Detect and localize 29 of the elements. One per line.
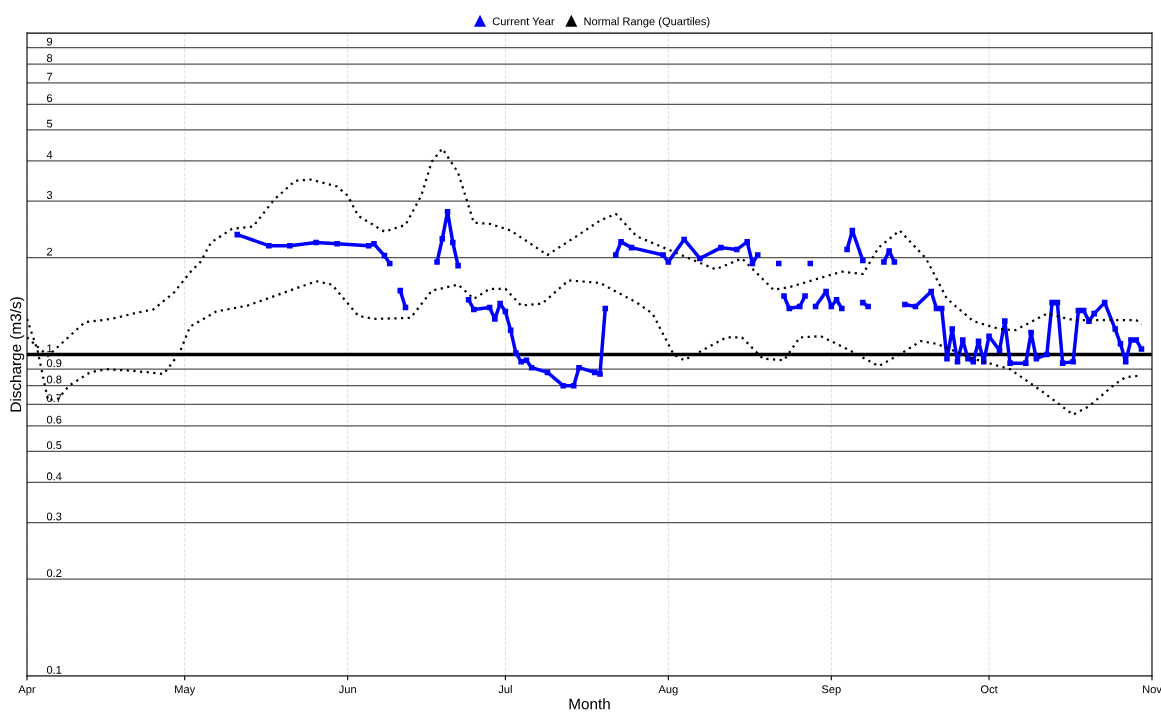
x-tick-label: Sep [821, 685, 841, 696]
y-tick-label: 5 [46, 119, 53, 128]
y-tick-label: 0.6 [46, 415, 62, 424]
x-tick-label: Oct [980, 685, 998, 694]
y-axis-title: Discharge (m3/s) [9, 297, 25, 412]
y-tick-label: 9 [46, 37, 53, 46]
legend-label: Current Year [492, 17, 555, 26]
x-tick-label: Aug [658, 685, 678, 696]
y-tick-label: 0.9 [46, 359, 62, 368]
x-axis-title: Month [569, 698, 610, 710]
x-tick-label: Jun [338, 685, 356, 694]
y-tick-label: 0.8 [46, 375, 62, 384]
y-tick-label: 0.3 [46, 512, 62, 521]
x-tick-label: May [175, 685, 196, 696]
y-tick-label: 7 [47, 72, 53, 81]
legend-label: Normal Range (Quartiles) [584, 17, 710, 28]
y-tick-label: 6 [47, 94, 53, 103]
x-tick-label: Nov [1143, 685, 1161, 694]
y-tick-label: 1 [47, 344, 53, 353]
y-tick-label: 0.4 [46, 472, 62, 481]
y-tick-label: 8 [46, 54, 53, 62]
y-tick-label: 4 [46, 150, 53, 159]
y-tick-label: 0.5 [46, 441, 62, 450]
y-tick-label: 3 [46, 191, 53, 199]
y-tick-label: 0.2 [46, 569, 62, 578]
x-tick-label: Jul [498, 685, 512, 694]
y-tick-label: 0.1 [46, 665, 62, 674]
x-tick-label: Apr [18, 685, 36, 696]
y-tick-label: 2 [47, 247, 53, 256]
